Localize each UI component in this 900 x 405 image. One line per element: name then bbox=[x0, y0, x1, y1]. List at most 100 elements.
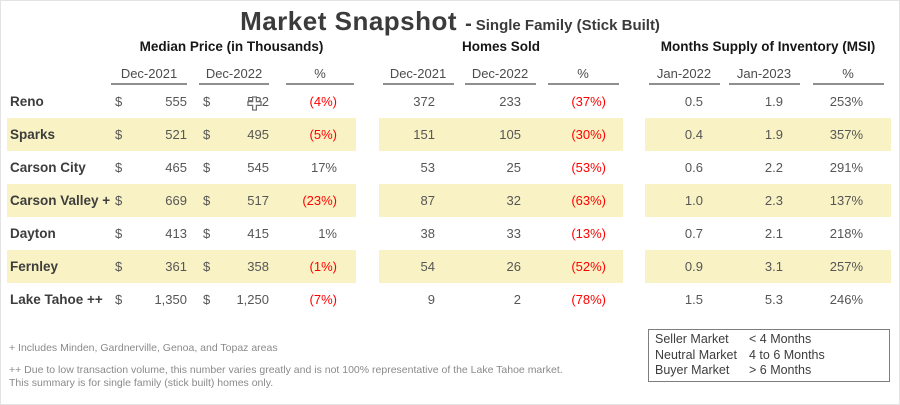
homes-sold-2021: 372 bbox=[413, 94, 435, 109]
msi-2022: 0.7 bbox=[684, 226, 703, 241]
homes-sold-2022: 105 bbox=[499, 127, 521, 142]
msi-2023: 1.9 bbox=[764, 127, 783, 142]
legend-buyer: Buyer Market > 6 Months bbox=[655, 363, 812, 377]
table-row-carson-city: Carson City $465 $545 17% 53 25 (53%) 0.6 2.2 2… bbox=[7, 151, 891, 184]
group-homes-sold: Homes Sold bbox=[461, 39, 540, 54]
currency-symbol: $ bbox=[203, 193, 211, 208]
table-row-carson-valley: Carson Valley + $669 $517 (23%) 87 32 (63%) 1… bbox=[7, 184, 891, 217]
currency-symbol: $ bbox=[115, 127, 123, 142]
median-price-2021: 361 bbox=[165, 259, 187, 274]
col-mp-dec2021: Dec-2021 bbox=[111, 66, 187, 85]
footnote-summary: This summary is for single family (stick… bbox=[9, 377, 274, 389]
column-header-row: Dec-2021 Dec-2022 % Dec-2021 Dec-2022 % … bbox=[7, 58, 891, 85]
homes-sold-2021: 9 bbox=[427, 292, 435, 307]
group-msi: Months Supply of Inventory (MSI) bbox=[660, 39, 876, 54]
table-row-dayton: Dayton $413 $415 1% 38 33 (13%) 0.7 2.1 218% bbox=[7, 217, 891, 250]
currency-symbol: $ bbox=[203, 292, 211, 307]
area-name: Carson City bbox=[10, 160, 86, 175]
msi-change: 137% bbox=[829, 193, 863, 208]
msi-2023: 3.1 bbox=[764, 259, 783, 274]
mouse-cursor-icon bbox=[247, 96, 262, 111]
median-price-change: (7%) bbox=[309, 292, 337, 307]
median-price-2021: 521 bbox=[165, 127, 187, 142]
currency-symbol: $ bbox=[115, 259, 123, 274]
median-price-change: (4%) bbox=[309, 94, 337, 109]
median-price-2022: 358 bbox=[247, 259, 269, 274]
col-mp-pct: % bbox=[269, 66, 356, 85]
homes-sold-2022: 25 bbox=[506, 160, 521, 175]
homes-sold-2021: 53 bbox=[420, 160, 435, 175]
group-median-price: Median Price (in Thousands) bbox=[139, 39, 324, 54]
col-hs-dec2022: Dec-2022 bbox=[457, 66, 543, 85]
homes-sold-2021: 87 bbox=[420, 193, 435, 208]
table-row-lake-tahoe: Lake Tahoe ++ $1,350 $1,250 (7%) 9 2 (78%) 1.… bbox=[7, 283, 891, 316]
col-hs-pct: % bbox=[543, 66, 623, 85]
area-name: Fernley bbox=[10, 259, 59, 274]
homes-sold-change: (30%) bbox=[571, 127, 606, 142]
median-price-2022: 545 bbox=[247, 160, 269, 175]
col-msi-jan2022: Jan-2022 bbox=[645, 66, 723, 85]
homes-sold-2022: 2 bbox=[513, 292, 521, 307]
msi-change: 357% bbox=[829, 127, 863, 142]
footnotes: + Includes Minden, Gardnerville, Genoa, … bbox=[9, 342, 563, 390]
median-price-change: (5%) bbox=[309, 127, 337, 142]
footnote-lake-tahoe: ++ Due to low transaction volume, this n… bbox=[9, 364, 563, 376]
area-name: Lake Tahoe ++ bbox=[10, 292, 103, 307]
homes-sold-2022: 32 bbox=[506, 193, 521, 208]
msi-2022: 0.9 bbox=[684, 259, 703, 274]
median-price-2021: 555 bbox=[165, 94, 187, 109]
currency-symbol: $ bbox=[115, 292, 123, 307]
currency-symbol: $ bbox=[115, 94, 123, 109]
msi-legend-box: Seller Market < 4 Months Neutral Market 4 … bbox=[648, 329, 890, 382]
median-price-change: 17% bbox=[310, 160, 337, 175]
title-main: Market Snapshot bbox=[240, 6, 458, 36]
median-price-2022: 517 bbox=[247, 193, 269, 208]
homes-sold-2022: 33 bbox=[506, 226, 521, 241]
msi-2022: 0.4 bbox=[684, 127, 703, 142]
legend-neutral: Neutral Market 4 to 6 Months bbox=[655, 347, 825, 362]
col-msi-jan2023: Jan-2023 bbox=[723, 66, 805, 85]
currency-symbol: $ bbox=[115, 160, 123, 175]
msi-2022: 1.5 bbox=[684, 292, 703, 307]
median-price-2021: 465 bbox=[165, 160, 187, 175]
msi-change: 253% bbox=[829, 94, 863, 109]
msi-2023: 2.3 bbox=[764, 193, 783, 208]
median-price-2021: 669 bbox=[165, 193, 187, 208]
homes-sold-change: (52%) bbox=[571, 259, 606, 274]
currency-symbol: $ bbox=[203, 94, 211, 109]
homes-sold-2021: 38 bbox=[420, 226, 435, 241]
currency-symbol: $ bbox=[203, 160, 211, 175]
median-price-change: (23%) bbox=[302, 193, 337, 208]
col-msi-pct: % bbox=[805, 66, 891, 85]
homes-sold-2021: 151 bbox=[413, 127, 435, 142]
median-price-2021: 413 bbox=[165, 226, 187, 241]
col-hs-dec2021: Dec-2021 bbox=[379, 66, 457, 85]
snapshot-table: Median Price (in Thousands) Homes Sold M… bbox=[7, 39, 891, 316]
homes-sold-change: (13%) bbox=[571, 226, 606, 241]
median-price-2022: 495 bbox=[247, 127, 269, 142]
group-header-row: Median Price (in Thousands) Homes Sold M… bbox=[7, 39, 891, 58]
table-row-sparks: Sparks $521 $495 (5%) 151 105 (30%) 0.4 1.9 357… bbox=[7, 118, 891, 151]
msi-change: 257% bbox=[829, 259, 863, 274]
currency-symbol: $ bbox=[115, 193, 123, 208]
msi-2023: 2.2 bbox=[764, 160, 783, 175]
homes-sold-change: (63%) bbox=[571, 193, 606, 208]
homes-sold-change: (78%) bbox=[571, 292, 606, 307]
homes-sold-change: (53%) bbox=[571, 160, 606, 175]
legend-seller: Seller Market < 4 Months bbox=[655, 332, 812, 346]
page-title: Market Snapshot - Single Family (Stick Bui… bbox=[1, 1, 899, 37]
msi-2023: 2.1 bbox=[764, 226, 783, 241]
median-price-change: (1%) bbox=[309, 259, 337, 274]
table-row-fernley: Fernley $361 $358 (1%) 54 26 (52%) 0.9 3.1 257% bbox=[7, 250, 891, 283]
area-name: Reno bbox=[10, 94, 44, 109]
title-subtitle: Single Family (Stick Built) bbox=[475, 17, 660, 34]
median-price-2021: 1,350 bbox=[154, 292, 187, 307]
median-price-2022: 415 bbox=[247, 226, 269, 241]
currency-symbol: $ bbox=[203, 259, 211, 274]
area-name: Dayton bbox=[10, 226, 56, 241]
area-name: Carson Valley + bbox=[10, 193, 111, 208]
homes-sold-2022: 233 bbox=[499, 94, 521, 109]
median-price-2022: 1,250 bbox=[236, 292, 269, 307]
col-mp-dec2022: Dec-2022 bbox=[199, 66, 269, 85]
